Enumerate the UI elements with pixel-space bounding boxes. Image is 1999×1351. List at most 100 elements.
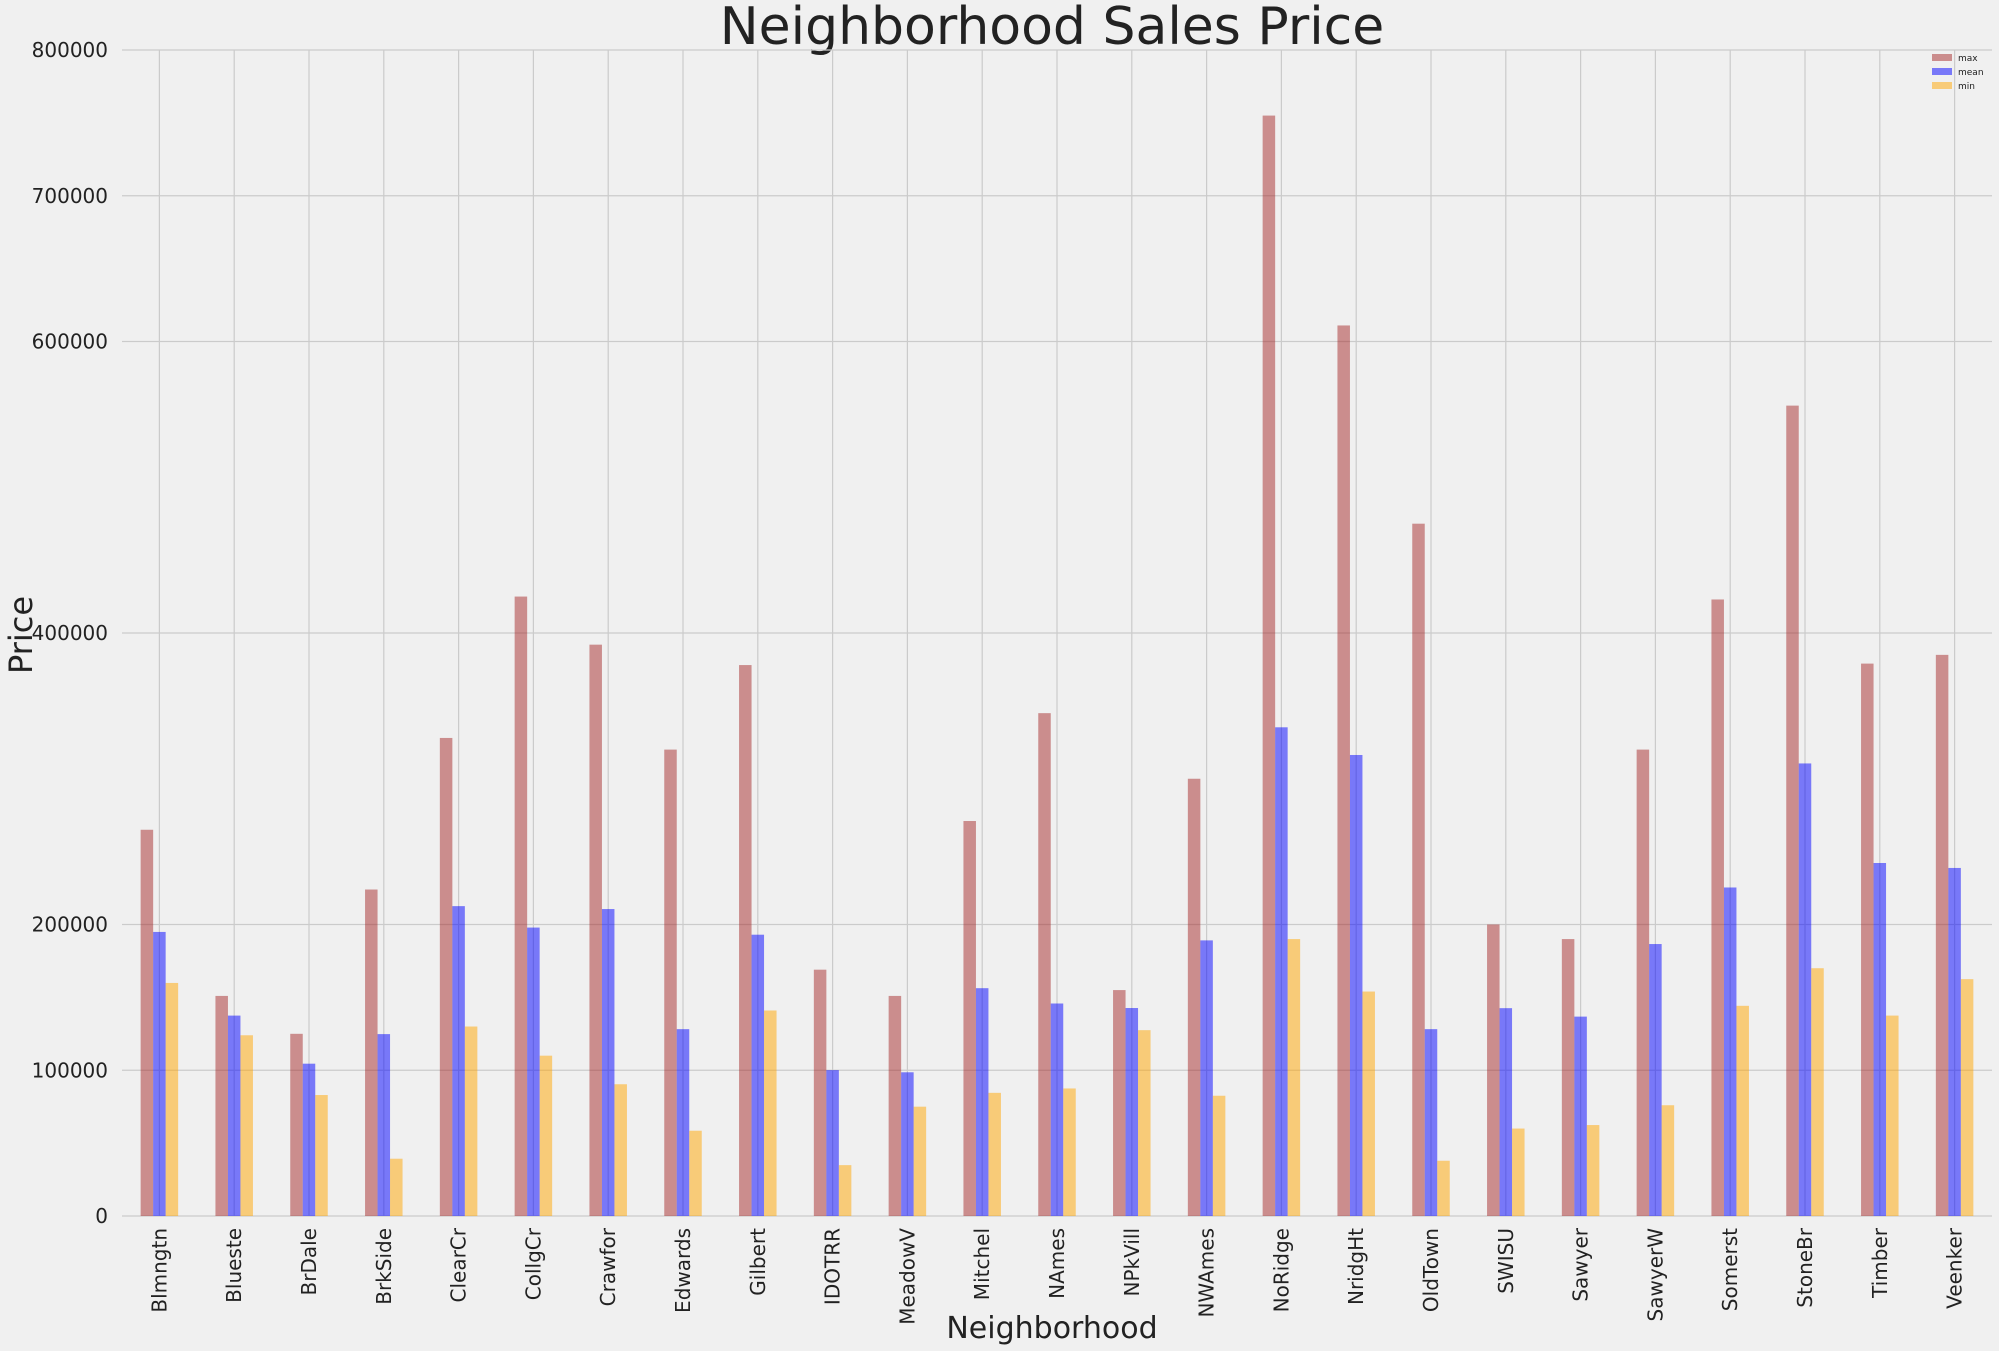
bar-mean-veenker xyxy=(1948,867,1961,1216)
bar-max-blmngtn xyxy=(140,829,154,1216)
bar-min-stonebr xyxy=(1811,968,1824,1216)
x-tick-label: StoneBr xyxy=(1793,1227,1817,1307)
x-tick-label: Sawyer xyxy=(1569,1227,1593,1301)
bar-mean-blmngtn xyxy=(153,931,166,1216)
bar-max-names xyxy=(1038,713,1051,1216)
bar-max-stonebr xyxy=(1786,405,1799,1216)
y-tick-label: 600000 xyxy=(32,330,108,354)
legend-swatch-max xyxy=(1932,54,1952,61)
y-tick-label: 0 xyxy=(95,1204,108,1228)
x-tick-label: MeadowV xyxy=(895,1228,919,1325)
bar-max-veenker xyxy=(1935,654,1949,1216)
y-tick-label: 700000 xyxy=(32,184,108,208)
x-tick-labels: Blmngtn Blueste BrDale BrkSide ClearCr CollgC… xyxy=(147,1227,1966,1325)
y-tick-label: 800000 xyxy=(32,38,108,62)
x-axis-label: Neighborhood xyxy=(946,1311,1157,1346)
x-tick-label: Veenker xyxy=(1943,1227,1967,1309)
bar-max-brdale xyxy=(290,1033,303,1216)
x-tick-label: Crawfor xyxy=(596,1227,620,1306)
bar-min-meadowv xyxy=(913,1106,927,1216)
legend-swatch-mean xyxy=(1932,68,1952,75)
bar-mean-npkvill xyxy=(1125,1008,1139,1216)
bar-min-sawyer xyxy=(1586,1125,1600,1216)
bar-mean-sawyerw xyxy=(1649,944,1662,1216)
bar-min-clearcr xyxy=(464,1026,478,1216)
bar-min-edwards xyxy=(689,1130,702,1216)
bar-min-nwames xyxy=(1212,1095,1226,1216)
bar-max-brkside xyxy=(365,889,378,1216)
bar-min-crawfor xyxy=(614,1084,627,1216)
x-tick-label: OldTown xyxy=(1419,1228,1443,1312)
bars xyxy=(140,115,1974,1216)
bar-max-nwames xyxy=(1187,778,1201,1216)
bar-mean-oldtown xyxy=(1424,1029,1438,1216)
bar-max-timber xyxy=(1861,663,1874,1216)
bar-mean-meadowv xyxy=(901,1072,914,1216)
legend-swatch-min xyxy=(1932,82,1952,89)
x-tick-label: Somerst xyxy=(1718,1228,1742,1311)
y-tick-label: 200000 xyxy=(32,913,108,937)
bar-min-idotrr xyxy=(838,1165,852,1216)
bar-mean-mitchel xyxy=(975,988,989,1216)
bar-max-crawfor xyxy=(589,644,602,1216)
bar-max-nridght xyxy=(1337,325,1350,1216)
x-tick-label: NAmes xyxy=(1045,1228,1069,1299)
y-tick-label: 100000 xyxy=(32,1058,108,1082)
bar-mean-idotrr xyxy=(826,1070,839,1216)
bar-min-nridght xyxy=(1362,991,1375,1216)
bar-max-edwards xyxy=(664,749,677,1216)
bar-max-idotrr xyxy=(813,969,827,1216)
legend-label-mean: mean xyxy=(1958,68,1984,78)
bar-mean-edwards xyxy=(676,1029,690,1216)
bar-max-clearcr xyxy=(439,737,453,1216)
bar-mean-nwames xyxy=(1200,940,1213,1216)
bar-mean-crawfor xyxy=(601,909,615,1216)
bar-mean-somerst xyxy=(1723,887,1737,1216)
bar-mean-nridght xyxy=(1349,754,1363,1216)
bar-min-sawyerw xyxy=(1661,1105,1675,1216)
x-tick-label: Blueste xyxy=(222,1228,246,1303)
x-tick-label: Gilbert xyxy=(746,1228,770,1296)
bar-min-gilbert xyxy=(764,1010,777,1216)
bar-max-npkvill xyxy=(1113,990,1126,1216)
chart-title: Neighborhood Sales Price xyxy=(720,0,1385,57)
bar-min-collgcr xyxy=(539,1055,553,1216)
y-axis-label: Price xyxy=(2,596,40,674)
bar-mean-collgcr xyxy=(527,927,540,1216)
bar-mean-brkside xyxy=(377,1034,391,1216)
bar-max-blueste xyxy=(215,995,228,1216)
x-tick-label: NWAmes xyxy=(1195,1228,1219,1318)
bar-min-somerst xyxy=(1736,1005,1749,1216)
bar-min-names xyxy=(1063,1088,1076,1216)
x-tick-label: Blmngtn xyxy=(147,1228,171,1313)
bar-mean-gilbert xyxy=(751,934,765,1216)
x-tick-label: SWISU xyxy=(1494,1228,1518,1294)
bar-min-blmngtn xyxy=(165,982,179,1216)
bar-min-npkvill xyxy=(1138,1030,1151,1216)
bar-min-brdale xyxy=(315,1095,328,1216)
x-tick-label: IDOTRR xyxy=(821,1228,845,1305)
bar-mean-timber xyxy=(1873,862,1887,1216)
bar-mean-blueste xyxy=(227,1015,241,1216)
bar-min-mitchel xyxy=(988,1092,1001,1216)
bar-max-sawyerw xyxy=(1636,749,1650,1216)
bar-mean-names xyxy=(1050,1003,1064,1216)
x-tick-label: SawyerW xyxy=(1643,1228,1667,1322)
bar-min-blueste xyxy=(240,1035,253,1216)
bar-min-timber xyxy=(1886,1015,1899,1216)
bar-min-brkside xyxy=(390,1158,403,1216)
y-tick-label: 400000 xyxy=(32,621,108,645)
bar-mean-brdale xyxy=(302,1063,316,1216)
x-tick-label: Mitchel xyxy=(970,1228,994,1300)
x-tick-label: BrkSide xyxy=(372,1228,396,1305)
bar-max-mitchel xyxy=(963,821,976,1216)
bar-max-noridge xyxy=(1262,115,1276,1216)
bar-mean-swisu xyxy=(1499,1008,1513,1216)
bar-max-oldtown xyxy=(1412,523,1425,1216)
legend: max mean min xyxy=(1932,54,1984,92)
bar-max-swisu xyxy=(1487,924,1500,1216)
x-tick-label: NPkVill xyxy=(1120,1228,1144,1297)
bar-mean-sawyer xyxy=(1574,1016,1587,1216)
bar-min-noridge xyxy=(1287,939,1301,1216)
